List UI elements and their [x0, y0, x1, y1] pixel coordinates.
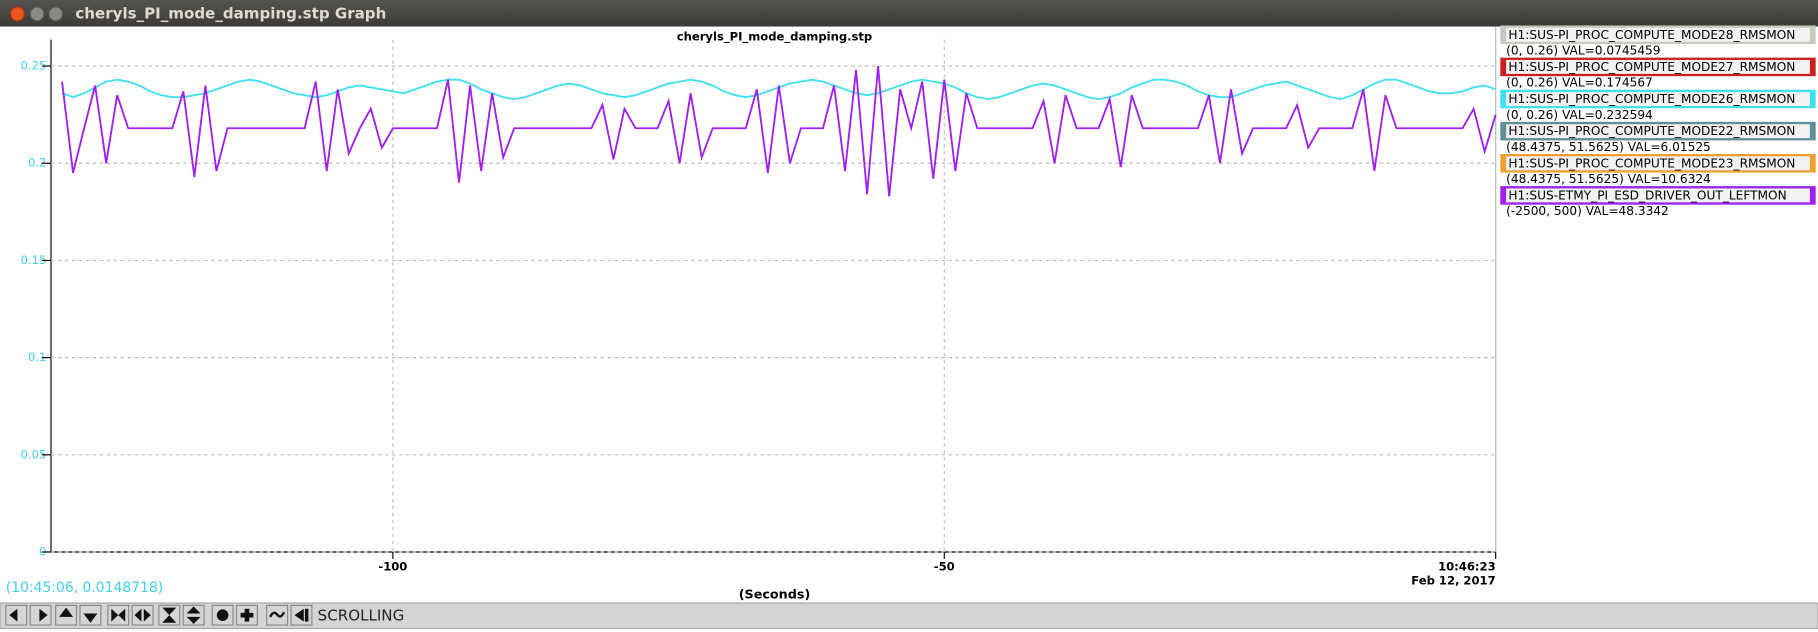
- legend-info: (48.4375, 51.5625) VAL=10.6324: [1506, 172, 1711, 186]
- legend-color-bar: [1809, 187, 1815, 204]
- legend-entry[interactable]: H1:SUS-PI_PROC_COMPUTE_MODE26_RMSMON (0, …: [1500, 89, 1816, 122]
- pan-left-button[interactable]: [5, 604, 28, 626]
- y-tick-label: 0.1: [28, 350, 46, 364]
- x-axis-label: (Seconds): [739, 587, 811, 602]
- legend-color-bar: [1501, 123, 1507, 140]
- legend-info: (0, 0.26) VAL=0.0745459: [1506, 44, 1660, 58]
- minimize-button[interactable]: [29, 6, 45, 22]
- legend-name: H1:SUS-PI_PROC_COMPUTE_MODE23_RMSMON: [1508, 156, 1795, 170]
- scroll-mode-label: SCROLLING: [318, 606, 405, 624]
- pan-right-button[interactable]: [29, 604, 52, 626]
- series-line: [61, 65, 1497, 197]
- zoom-in-y-button[interactable]: [158, 604, 181, 626]
- reset-button[interactable]: [211, 604, 234, 626]
- x-tick-label: 10:46:23: [1438, 560, 1496, 574]
- x-end-date: Feb 12, 2017: [1411, 573, 1495, 587]
- legend-info: (48.4375, 51.5625) VAL=6.01525: [1506, 140, 1711, 154]
- legend-name: H1:SUS-PI_PROC_COMPUTE_MODE22_RMSMON: [1508, 124, 1795, 138]
- pan-down-button[interactable]: [79, 604, 102, 626]
- chart-title: cheryls_PI_mode_damping.stp: [677, 30, 872, 45]
- legend-info: (0, 0.26) VAL=0.232594: [1506, 108, 1653, 122]
- legend-color-bar: [1809, 123, 1815, 140]
- legend-name: H1:SUS-ETMY_PI_ESD_DRIVER_OUT_LEFTMON: [1508, 188, 1786, 202]
- close-button[interactable]: [9, 6, 25, 22]
- y-tick-label: 0.05: [21, 447, 47, 461]
- legend-entry[interactable]: H1:SUS-ETMY_PI_ESD_DRIVER_OUT_LEFTMON (-2…: [1500, 186, 1816, 218]
- pan-up-button[interactable]: [55, 604, 78, 626]
- legend-entry[interactable]: H1:SUS-PI_PROC_COMPUTE_MODE27_RMSMON (0, …: [1500, 57, 1816, 90]
- window-title: cheryls_PI_mode_damping.stp Graph: [75, 4, 386, 22]
- legend-name: H1:SUS-PI_PROC_COMPUTE_MODE28_RMSMON: [1508, 28, 1795, 42]
- add-button[interactable]: [235, 604, 258, 626]
- x-tick-label: -50: [934, 560, 955, 574]
- maximize-button[interactable]: [48, 6, 64, 22]
- legend-color-bar: [1501, 155, 1507, 172]
- legend-info: (-2500, 500) VAL=48.3342: [1506, 204, 1669, 218]
- x-tick-label: -100: [378, 560, 407, 574]
- zoom-in-x-button[interactable]: [107, 604, 130, 626]
- title-bar: [0, 0, 1818, 27]
- y-tick-label: 0.25: [21, 59, 47, 73]
- legend-color-bar: [1809, 58, 1815, 76]
- cursor-status: (10:45:06, 0.0148718): [6, 580, 163, 596]
- legend-color-bar: [1501, 26, 1507, 43]
- legend-color-bar: [1809, 26, 1815, 43]
- zoom-out-x-button[interactable]: [131, 604, 154, 626]
- y-tick-label: 0.15: [21, 253, 47, 267]
- legend-color-bar: [1809, 90, 1815, 108]
- legend-info: (0, 0.26) VAL=0.174567: [1506, 76, 1653, 90]
- legend-color-bar: [1501, 187, 1507, 204]
- legend-name: H1:SUS-PI_PROC_COMPUTE_MODE26_RMSMON: [1508, 92, 1795, 106]
- legend-color-bar: [1809, 155, 1815, 172]
- y-tick-label: 0.2: [28, 156, 46, 170]
- legend-color-bar: [1501, 90, 1507, 108]
- legend-name: H1:SUS-PI_PROC_COMPUTE_MODE27_RMSMON: [1508, 60, 1795, 74]
- legend-entry[interactable]: H1:SUS-PI_PROC_COMPUTE_MODE23_RMSMON (48.…: [1500, 153, 1816, 186]
- scroll-mode-button[interactable]: [290, 604, 313, 626]
- legend: H1:SUS-PI_PROC_COMPUTE_MODE28_RMSMON (0, …: [1500, 25, 1816, 218]
- zoom-out-y-button[interactable]: [182, 604, 205, 626]
- legend-entry[interactable]: H1:SUS-PI_PROC_COMPUTE_MODE28_RMSMON (0, …: [1500, 25, 1816, 58]
- toolbar-buttons: [5, 604, 313, 626]
- auto-scale-button[interactable]: [266, 604, 289, 626]
- legend-color-bar: [1501, 58, 1507, 76]
- legend-entry[interactable]: H1:SUS-PI_PROC_COMPUTE_MODE22_RMSMON (48.…: [1500, 121, 1816, 154]
